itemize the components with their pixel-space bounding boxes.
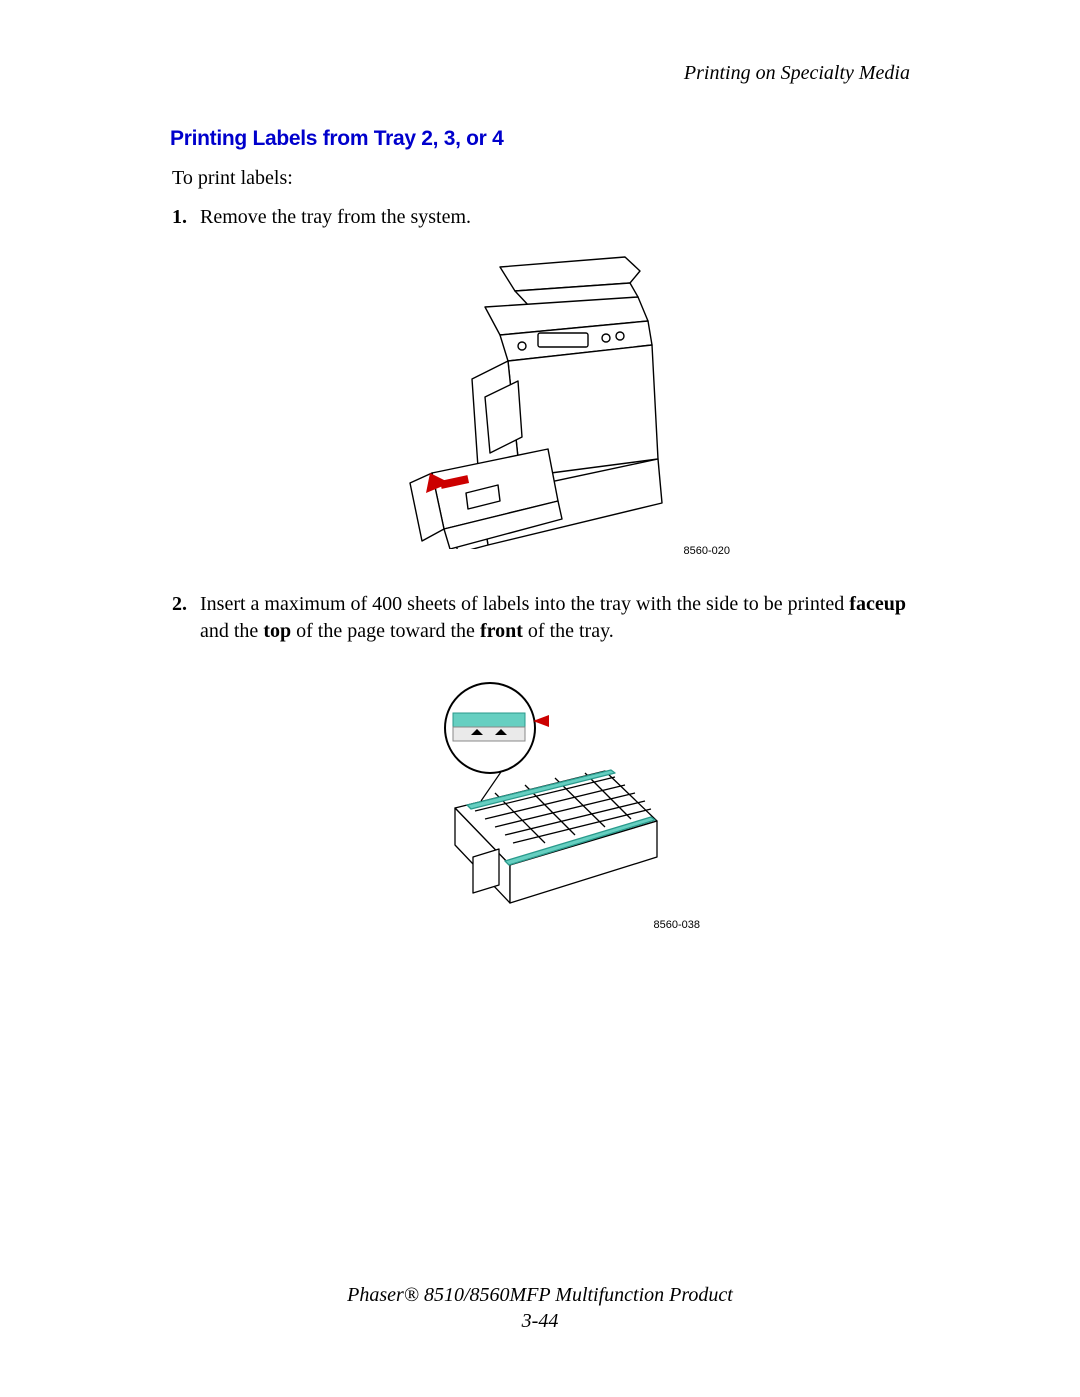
step-body: Insert a maximum of 400 sheets of labels… <box>200 591 910 645</box>
t: and the <box>200 620 263 642</box>
b: front <box>480 620 523 642</box>
running-header: Printing on Specialty Media <box>170 62 910 85</box>
manual-page: Printing on Specialty Media Printing Lab… <box>0 0 1080 1397</box>
step-body: Remove the tray from the system. <box>200 204 910 231</box>
figure-2: 8560-038 <box>170 673 910 933</box>
t: of the page toward the <box>291 620 480 642</box>
intro-text: To print labels: <box>172 167 910 190</box>
step-1: 1. Remove the tray from the system. <box>172 204 910 231</box>
t: Insert a maximum of 400 sheets of labels… <box>200 593 849 615</box>
section-heading: Printing Labels from Tray 2, 3, or 4 <box>170 127 910 151</box>
step-number: 2. <box>172 591 200 645</box>
footer-product: Phaser® 8510/8560MFP Multifunction Produ… <box>0 1284 1080 1307</box>
t: of the tray. <box>523 620 614 642</box>
figure-1: 8560-020 <box>170 249 910 559</box>
figure-caption: 8560-038 <box>654 919 701 931</box>
b: top <box>263 620 291 642</box>
tray-illustration-icon <box>395 673 685 923</box>
step-number: 1. <box>172 204 200 231</box>
printer-illustration-icon <box>380 249 700 549</box>
b: faceup <box>849 593 906 615</box>
footer-pagenum: 3-44 <box>0 1310 1080 1333</box>
step-2: 2. Insert a maximum of 400 sheets of lab… <box>172 591 910 645</box>
figure-caption: 8560-020 <box>684 545 731 557</box>
